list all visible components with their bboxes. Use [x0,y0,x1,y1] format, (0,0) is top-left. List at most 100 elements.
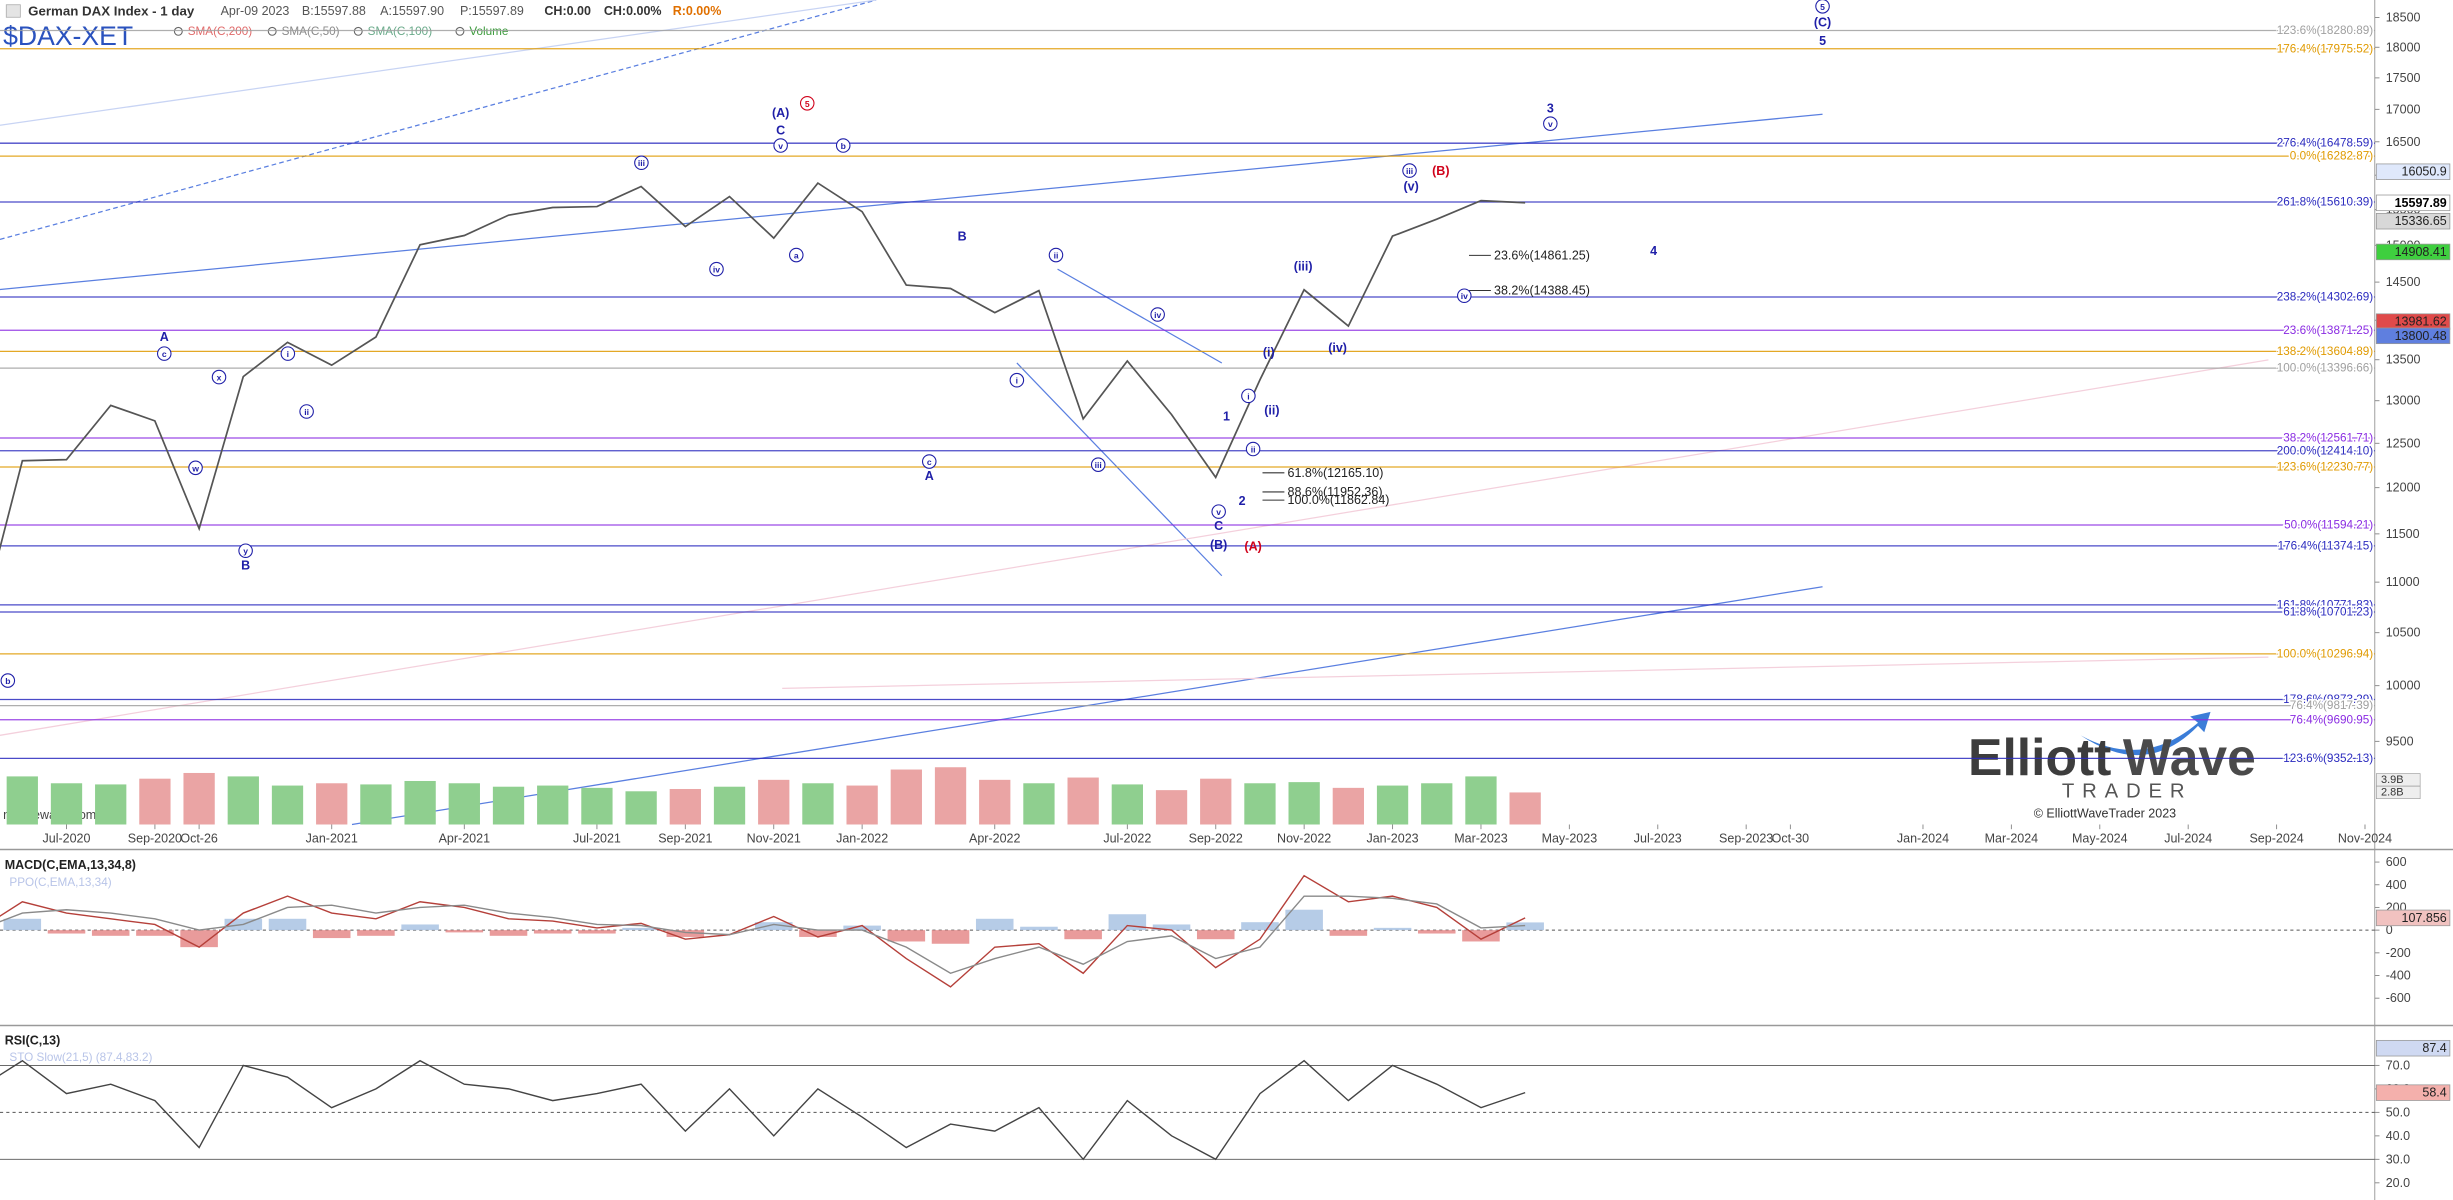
wave-circle [211,369,227,385]
histogram-bar [489,930,528,936]
volume-bar [50,783,83,825]
volume-bar [1067,777,1099,825]
x-tick-label: Apr-2022 [969,832,1020,846]
wave-label: ii [1251,445,1256,455]
histogram-bar [1462,930,1500,942]
logo-text: Wave [2123,728,2256,786]
y-tick-label: 18000 [2386,40,2421,54]
wave-label: B [958,230,967,244]
fib-level-label: 138.2%(13604.89) [2277,345,2374,358]
series-line [0,895,1526,975]
x-tick-label: Sep-2020 [128,832,182,846]
histogram-bar [887,930,926,942]
retracement-label: 23.6%(14861.25) [1494,248,1590,262]
y-tick-label: 30.0 [2386,1152,2410,1166]
value-box-label: 15597.89 [2395,196,2447,210]
wave-label: 5 [805,99,810,109]
wave-label: 5 [1820,2,1825,12]
value-box [2375,212,2451,230]
y-tick-label: 12500 [2386,436,2421,450]
fib-level-label: 100.0%(10296.94) [2277,647,2374,660]
wave-circle [280,346,296,361]
wave-circle [1211,504,1226,519]
wave-circle [789,247,804,263]
value-box [2375,1039,2451,1057]
histogram-bar [1020,926,1058,931]
volume-bar [537,785,569,825]
volume-axis-label: 2.8B [2381,786,2404,798]
volume-bar [316,783,348,825]
y-tick-label: 50.0 [2386,1105,2410,1119]
wave-circle [299,404,314,419]
x-tick-label: Sep-2023 [1719,832,1773,846]
wave-label: (i) [1263,346,1275,360]
value-box-label: 13800.48 [2395,329,2447,343]
volume-bar [139,778,171,825]
wave-label: c [927,457,932,467]
fib-level-label: 0.0%(16282.87) [2290,150,2373,163]
volume-bar [1200,778,1232,825]
header-price: P:15597.89 [460,4,524,18]
wave-label: a [794,251,799,261]
x-tick-label: Sep-2021 [658,832,712,846]
wave-label: iv [713,265,720,275]
histogram-bar [1417,930,1456,934]
indicator-label: SMA(C,50) [282,25,340,38]
x-tick-label: Sep-2024 [2249,832,2303,846]
fib-level-label: 123.6%(9352.13) [2283,752,2373,765]
panel-title: MACD(C,EMA,13,34,8) [5,858,136,872]
indicator-label: SMA(C,100) [368,25,433,38]
value-box [2375,163,2451,180]
volume-bar [934,767,967,825]
indicator-icon [173,26,183,36]
volume-bar [1421,783,1453,825]
wave-label: A [925,469,934,483]
x-tick-label: Jan-2024 [1897,832,1949,846]
x-tick-label: Nov-2021 [747,832,801,846]
wave-circle [1815,0,1830,14]
volume-bar [448,783,480,825]
wave-circle [156,346,172,361]
y-tick-label: 11500 [2386,527,2420,541]
volume-bar [1332,787,1364,825]
volume-axis-box [2376,785,2421,800]
volume-bar [625,791,657,825]
wave-label: iv [1461,291,1468,301]
wave-label: 4 [1650,244,1657,258]
fib-level-label: 161.8%(10771.83) [2277,598,2374,611]
x-tick-label: Oct-30 [1772,832,1810,846]
histogram-bar [136,930,174,936]
histogram-bar [445,930,484,933]
volume-bar [1376,785,1409,825]
value-box [2375,194,2451,212]
wave-circle [1457,288,1472,303]
volume-bar [1288,782,1320,825]
wave-circle [0,673,16,688]
wave-label: 1 [1223,410,1230,424]
histogram-bar [975,918,1014,931]
fib-level-label: 176.4%(11374.15) [2278,539,2374,552]
series-line [0,874,1526,988]
indicator-label: Volume [469,25,508,38]
wave-label: (B) [1432,164,1449,178]
wave-circle [238,543,253,558]
volume-bar [802,783,834,825]
wave-circle [921,454,937,469]
wave-label: C [776,123,785,137]
chart-title: German DAX Index - 1 day [28,3,195,18]
y-tick-label: 17500 [2386,71,2421,85]
menu-icon[interactable] [5,4,21,18]
wave-label: (iv) [1328,341,1347,355]
y-tick-label: 70.0 [2386,1058,2410,1072]
wave-label: (v) [1403,180,1418,194]
wave-label: v [1216,507,1221,517]
y-tick-label: 600 [2386,855,2407,869]
indicator-icon [353,26,363,36]
symbol: $DAX-XET [3,21,133,51]
wave-label: 3 [1547,101,1554,115]
x-tick-label: Jan-2023 [1366,832,1418,846]
header-range: R:0.00% [673,4,722,18]
volume-bar [183,772,215,825]
volume-bar [95,784,127,825]
